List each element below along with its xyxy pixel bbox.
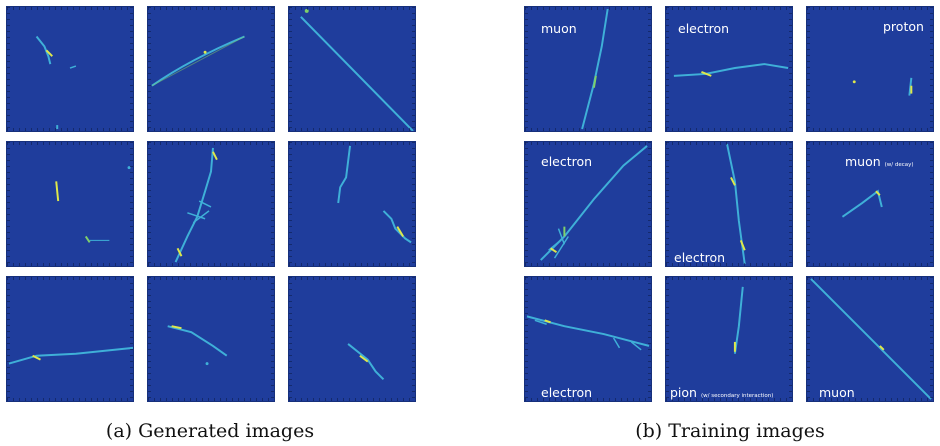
particle-label: electron	[541, 154, 593, 169]
training-images-grid: muon electron proton	[520, 0, 940, 410]
particle-label: electron	[674, 250, 726, 265]
training-image-r0c0: muon	[524, 6, 652, 132]
particle-label: electron	[541, 385, 593, 400]
generated-image-r0c1	[147, 6, 275, 132]
particle-label: muon	[819, 385, 855, 400]
training-image-r1c0: electron	[524, 141, 652, 267]
particle-label: pion (w/ secondary interaction)	[670, 385, 774, 400]
generated-image-r1c2	[288, 141, 416, 267]
particle-label: muon	[541, 21, 577, 36]
training-image-r2c0: electron	[524, 276, 652, 402]
generated-image-r2c2	[288, 276, 416, 402]
generated-image-r1c0	[6, 141, 134, 267]
training-image-r0c2: proton	[806, 6, 934, 132]
generated-image-r1c1	[147, 141, 275, 267]
training-image-r1c1: electron	[665, 141, 793, 267]
generated-images-caption: (a) Generated images	[105, 420, 315, 442]
generated-images-grid	[0, 0, 420, 410]
training-images-caption: (b) Training images	[635, 420, 825, 442]
training-image-r1c2: muon (w/ decay)	[806, 141, 934, 267]
training-image-r2c1: pion (w/ secondary interaction)	[665, 276, 793, 402]
particle-label: electron	[678, 21, 730, 36]
generated-image-r0c0	[6, 6, 134, 132]
generated-image-r2c0	[6, 276, 134, 402]
generated-image-r0c2	[288, 6, 416, 132]
generated-image-r2c1	[147, 276, 275, 402]
particle-label: proton	[883, 19, 924, 34]
training-image-r0c1: electron	[665, 6, 793, 132]
particle-label: muon (w/ decay)	[845, 154, 914, 169]
training-image-r2c2: muon	[806, 276, 934, 402]
